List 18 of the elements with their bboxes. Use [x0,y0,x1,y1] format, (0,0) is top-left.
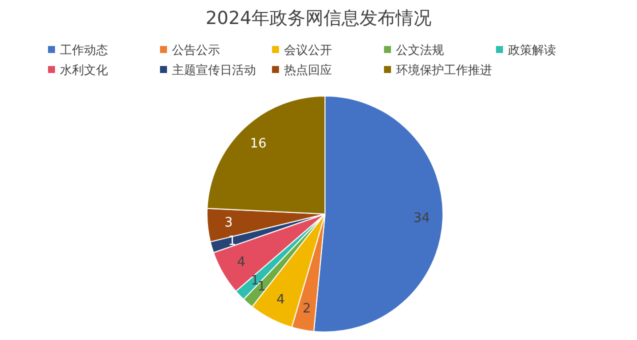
legend-label: 水利文化 [60,63,108,77]
data-label: 3 [224,216,233,231]
legend-label: 工作动态 [60,43,108,57]
data-label: 1 [257,280,266,295]
data-label: 2 [302,302,311,317]
data-label: 4 [276,292,285,308]
legend-label: 会议公开 [284,43,332,57]
data-label: 1 [250,273,260,288]
data-label: 4 [237,254,246,270]
legend-label: 政策解读 [508,43,556,57]
legend-label: 公文法规 [396,43,444,57]
legend-label: 公告公示 [172,43,220,57]
legend-label: 环境保护工作推进 [396,63,492,77]
legend-label: 主题宣传日活动 [172,63,256,77]
data-label: 16 [250,136,266,152]
legend-label: 热点回应 [284,63,332,77]
chart-title: 2024年政务网信息发布情况 [206,8,432,29]
data-label: 34 [413,211,430,226]
